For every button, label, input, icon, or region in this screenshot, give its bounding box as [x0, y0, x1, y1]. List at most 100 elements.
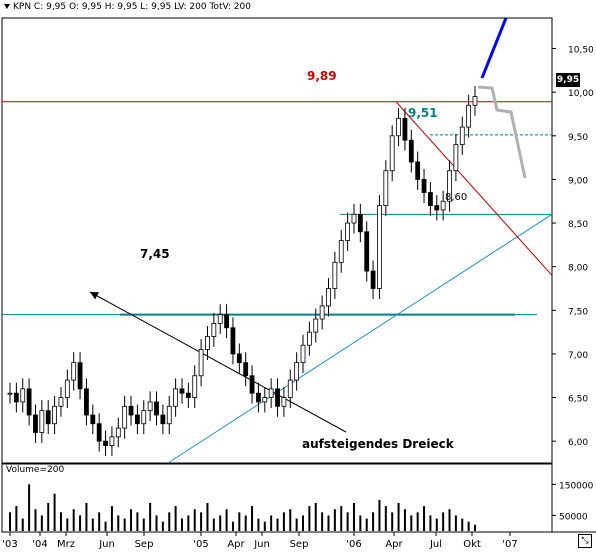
- candle-body: [224, 314, 229, 329]
- volume-tick-label: 50000: [559, 512, 588, 522]
- falling-trendline: [395, 101, 553, 276]
- x-tick-label: Mrz: [57, 539, 75, 550]
- rising-trendline: [167, 213, 553, 464]
- x-tick-label: '04: [32, 539, 47, 550]
- candle-body: [313, 318, 319, 333]
- candle-body: [128, 405, 134, 416]
- candle-body: [319, 305, 325, 320]
- candle-body: [351, 213, 357, 224]
- candle-body: [275, 388, 280, 407]
- candle-body: [64, 379, 70, 398]
- y-axis: 10,50 10,00 9,50 9,00 8,50 8,00 7,50 7,00 6,50 6,…: [552, 46, 594, 448]
- x-tick-label: Jun: [98, 539, 115, 550]
- y-tick-label: 10,50: [568, 46, 594, 56]
- candlestick-series: [7, 86, 478, 457]
- candle-body: [249, 375, 255, 394]
- y-tick-label: 9,00: [568, 176, 588, 186]
- candle-body: [326, 288, 331, 307]
- candle-body: [84, 388, 89, 416]
- resistance-label: 9,89: [307, 69, 337, 83]
- x-tick-label: Okt: [463, 539, 481, 550]
- candle-body: [26, 388, 32, 416]
- y-tick-label: 8,00: [568, 264, 588, 274]
- candle-body: [294, 362, 300, 381]
- volume-axis: 150000 50000: [552, 481, 594, 522]
- y-tick-label: 6,50: [568, 395, 588, 405]
- candle-body: [408, 139, 414, 163]
- candle-body: [370, 270, 376, 289]
- candle-body: [71, 362, 77, 381]
- volume-series: [9, 484, 476, 531]
- candle-body: [147, 401, 153, 412]
- candle-body: [141, 410, 147, 425]
- candle-body: [459, 126, 465, 145]
- candle-body: [39, 410, 45, 433]
- candle-body: [472, 96, 478, 106]
- candle-body: [179, 388, 185, 394]
- candle-body: [185, 392, 191, 398]
- candle-body: [45, 410, 51, 425]
- candle-body: [377, 205, 382, 289]
- candle-body: [96, 423, 102, 442]
- last-price-tag: 9,95: [556, 73, 580, 87]
- y-tick-label: 10,00: [568, 89, 594, 99]
- candle-body: [357, 213, 363, 233]
- forecast-down-path: [477, 85, 527, 179]
- candle-body: [262, 397, 268, 403]
- candle-body: [364, 231, 370, 272]
- y-tick-label: 6,00: [568, 438, 588, 448]
- resize-corner-icon[interactable]: ⤡: [578, 534, 592, 548]
- candle-body: [345, 222, 351, 241]
- low-level-label: 8,60: [445, 192, 467, 203]
- header-text: KPN C: 9,95 O: 9,95 H: 9,95 L: 9,95 LV: …: [13, 2, 251, 12]
- x-tick-label: '07: [502, 539, 517, 550]
- candle-body: [428, 192, 433, 206]
- pattern-arrow-head: [90, 292, 99, 300]
- x-tick-label: Sep: [135, 539, 154, 550]
- candle-body: [338, 240, 344, 263]
- x-tick-label: '06: [346, 539, 361, 550]
- candle-body: [166, 405, 172, 425]
- candle-body: [198, 349, 204, 377]
- candle-body: [440, 200, 446, 211]
- y-tick-label: 7,00: [568, 351, 588, 361]
- candle-body: [122, 405, 128, 429]
- candle-body: [192, 375, 198, 398]
- dropdown-marker-icon[interactable]: [4, 4, 10, 9]
- candle-body: [300, 344, 306, 364]
- candle-body: [447, 170, 452, 202]
- x-tick-label: Jul: [429, 539, 442, 550]
- candle-body: [396, 117, 401, 137]
- y-tick-label: 9,50: [568, 133, 588, 143]
- x-tick-label: '03: [2, 539, 17, 550]
- candle-body: [256, 392, 261, 403]
- candle-body: [134, 414, 140, 425]
- candle-body: [236, 353, 242, 364]
- y-tick-label: 8,50: [568, 220, 588, 230]
- candle-body: [103, 440, 108, 446]
- chart-header: KPN C: 9,95 O: 9,95 H: 9,95 L: 9,95 LV: …: [4, 2, 251, 12]
- candle-body: [434, 205, 440, 211]
- candle-body: [306, 331, 312, 346]
- mid-level-label: 9,51: [408, 106, 438, 120]
- candle-body: [402, 117, 408, 141]
- candle-body: [20, 388, 26, 403]
- forecast-up-line: [480, 17, 508, 79]
- candle-body: [389, 135, 395, 172]
- candle-body: [58, 397, 64, 407]
- upper-line-label: 7,45: [140, 247, 170, 261]
- candle-body: [33, 414, 38, 433]
- candle-body: [217, 314, 223, 324]
- candle-body: [287, 379, 293, 398]
- candle-body: [415, 161, 421, 180]
- candle-body: [115, 427, 121, 438]
- y-tick-label: 7,50: [568, 307, 588, 317]
- candle-body: [7, 392, 13, 395]
- pattern-label: aufsteigendes Dreieck: [302, 437, 455, 451]
- candle-body: [205, 336, 210, 350]
- candle-body: [109, 436, 115, 446]
- candle-body: [466, 104, 472, 128]
- candle-body: [77, 362, 83, 390]
